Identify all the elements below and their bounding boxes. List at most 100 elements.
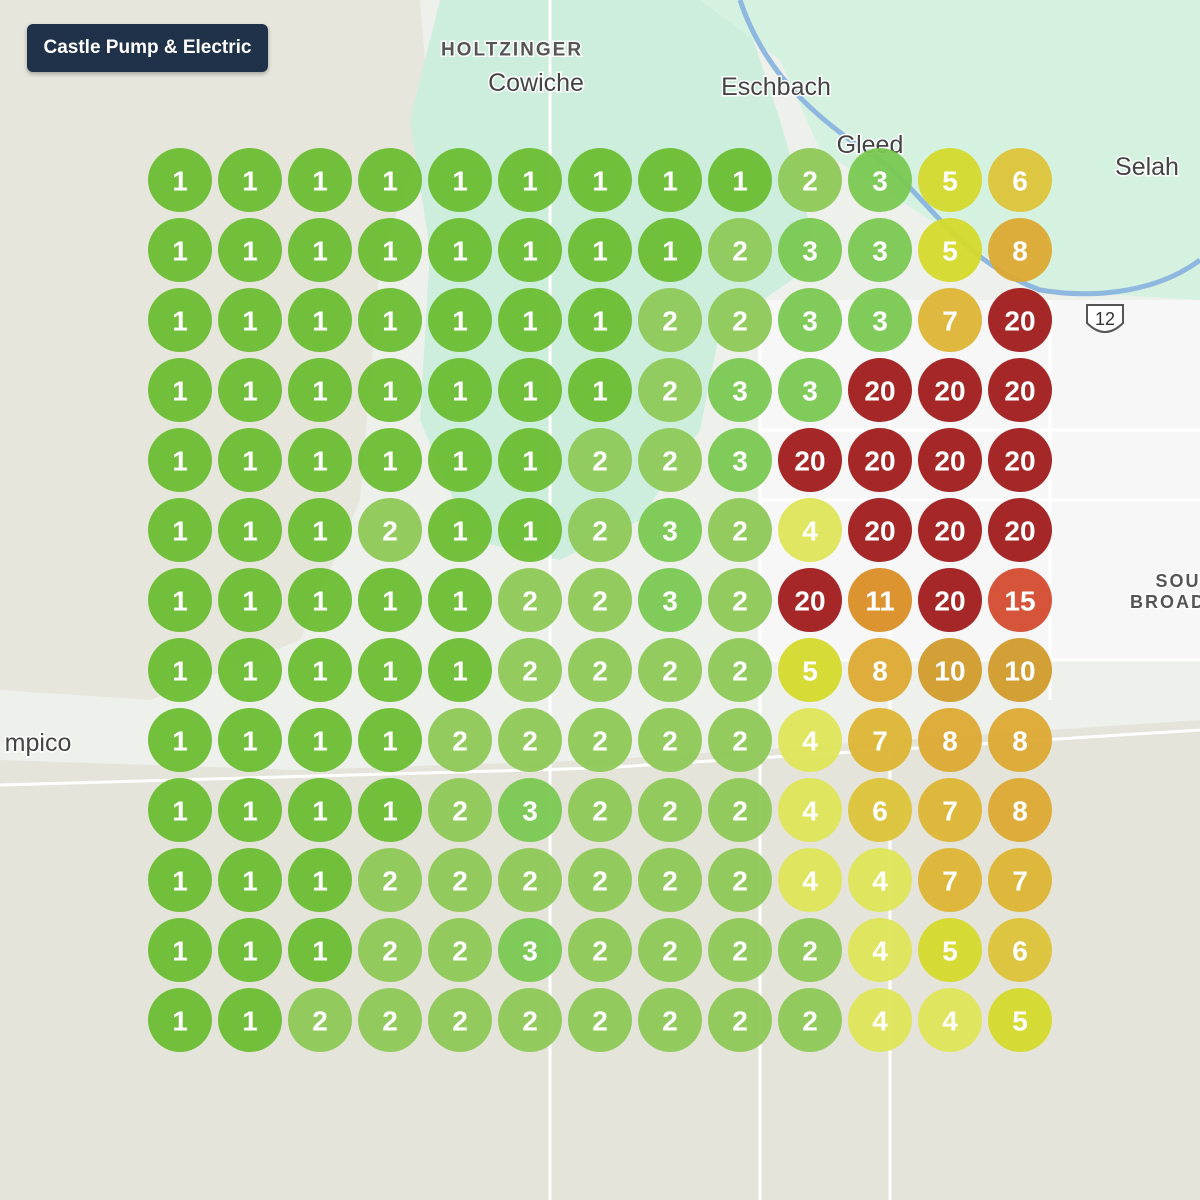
rank-label: 1 [452,586,468,617]
rank-pin [988,778,1052,842]
rank-label: 2 [312,1006,328,1037]
rank-label: 1 [382,446,398,477]
place-label: Eschbach [721,73,831,101]
rank-pin [428,988,492,1052]
rank-pin [218,638,282,702]
rank-pin [288,848,352,912]
rank-pin [148,988,212,1052]
rank-label: 1 [522,306,538,337]
rank-label: 3 [802,376,818,407]
rank-pin [218,778,282,842]
rank-pin [568,988,632,1052]
rank-label: 2 [662,656,678,687]
rank-pin [708,288,772,352]
rank-label: 1 [172,236,188,267]
rank-pin [358,358,422,422]
rank-label: 20 [934,446,965,477]
rank-label: 3 [872,236,888,267]
rank-label: 1 [452,166,468,197]
rank-label: 1 [242,866,258,897]
rank-pin [498,148,562,212]
rank-label: 1 [592,166,608,197]
rank-pin [428,568,492,632]
rank-label: 2 [732,586,748,617]
rank-label: 10 [1004,656,1035,687]
rank-pin [498,988,562,1052]
rank-pin [918,918,982,982]
rank-label: 1 [382,166,398,197]
rank-label: 1 [312,306,328,337]
rank-pin [148,358,212,422]
rank-pin [848,988,912,1052]
rank-pin [568,708,632,772]
rank-label: 2 [592,656,608,687]
rank-pin [358,708,422,772]
rank-label: 2 [732,306,748,337]
rank-label: 2 [732,726,748,757]
rank-label: 1 [242,1006,258,1037]
rank-pin [638,848,702,912]
rank-label: 1 [312,726,328,757]
rank-pin [218,148,282,212]
rank-label: 4 [872,936,888,967]
rank-pin [988,428,1052,492]
rank-pin [498,708,562,772]
rank-label: 1 [382,586,398,617]
rank-pin [288,428,352,492]
rank-label: 1 [172,586,188,617]
rank-label: 1 [172,936,188,967]
rank-pin [498,848,562,912]
rank-label: 15 [1004,586,1035,617]
rank-pin [568,218,632,282]
rank-pin [428,708,492,772]
rank-label: 2 [382,516,398,547]
rank-pin [778,288,842,352]
rank-pin [778,638,842,702]
rank-pin [778,218,842,282]
rank-pin [218,568,282,632]
rank-label: 1 [172,446,188,477]
rank-pin [428,288,492,352]
rank-pin [848,288,912,352]
place-label: BROAD [1130,592,1200,612]
rank-label: 6 [1012,166,1028,197]
rank-label: 8 [942,726,958,757]
rank-label: 1 [172,166,188,197]
rank-label: 4 [802,516,818,547]
rank-pin [288,708,352,772]
rank-label: 3 [732,376,748,407]
rank-pin [428,428,492,492]
rank-label: 8 [1012,796,1028,827]
rank-pin [288,918,352,982]
rank-label: 1 [662,236,678,267]
rank-pin [288,148,352,212]
rank-pin [288,218,352,282]
rank-label: 1 [242,166,258,197]
rank-label: 7 [942,796,958,827]
rank-label: 1 [172,516,188,547]
rank-label: 20 [794,446,825,477]
rank-pin [428,918,492,982]
rank-label: 1 [382,306,398,337]
rank-label: 1 [242,936,258,967]
rank-label: 1 [172,1006,188,1037]
rank-label: 1 [172,376,188,407]
rank-pin [288,638,352,702]
rank-label: 2 [522,1006,538,1037]
rank-pin [918,358,982,422]
rank-label: 20 [1004,306,1035,337]
rank-label: 7 [872,726,888,757]
rank-pin [568,288,632,352]
rank-label: 1 [312,936,328,967]
rank-pin [148,218,212,282]
rank-label: 5 [942,236,958,267]
rank-pin [918,218,982,282]
rank-pin [708,148,772,212]
rank-pin [358,988,422,1052]
rank-pin [288,288,352,352]
rank-label: 1 [452,306,468,337]
rank-pin [288,568,352,632]
business-badge: Castle Pump & Electric [27,24,268,72]
rank-pin [638,498,702,562]
rank-pin [918,988,982,1052]
